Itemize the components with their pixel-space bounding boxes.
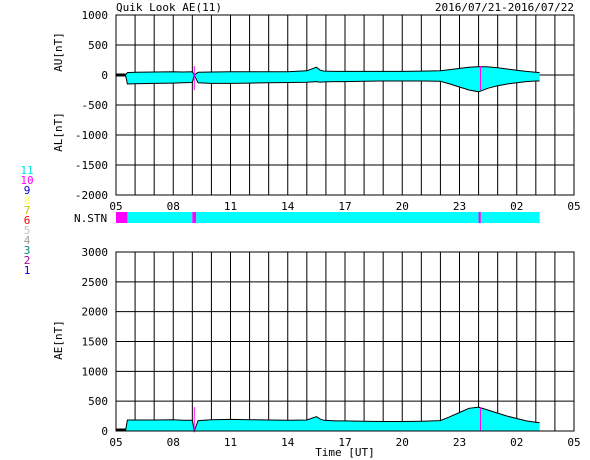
legend-station-number: 5 [24, 224, 31, 237]
y-tick-label: -1000 [75, 129, 108, 142]
station-count-segment [478, 212, 481, 223]
x-tick-label: 02 [510, 436, 523, 449]
y-tick-label: 1000 [82, 365, 109, 378]
y-tick-label: -1500 [75, 159, 108, 172]
station-count-bar: N.STN [74, 212, 540, 225]
panel-border [115, 14, 575, 196]
station-count-label: N.STN [74, 212, 107, 225]
legend-station-number: 3 [24, 244, 31, 257]
series-line-au [125, 66, 540, 76]
x-tick-label: 23 [453, 436, 466, 449]
y-axis-label-al: AL[nT] [52, 112, 65, 152]
x-tick-label: 05 [109, 200, 122, 213]
legend-station-number: 7 [24, 204, 31, 217]
station-count-segment [480, 212, 540, 223]
legend-station-number: 1 [24, 264, 31, 277]
legend-station-number: 2 [24, 254, 31, 267]
legend-station-number: 8 [24, 194, 31, 207]
x-tick-label: 17 [338, 200, 351, 213]
x-tick-label: 11 [224, 200, 237, 213]
station-count-segment [116, 212, 128, 223]
x-tick-label: 20 [396, 436, 409, 449]
y-tick-label: 3000 [82, 246, 109, 259]
x-tick-label: 14 [281, 200, 295, 213]
y-tick-label: 1000 [82, 9, 109, 22]
x-tick-label: 11 [224, 436, 237, 449]
au-al-fill-area [125, 66, 540, 92]
x-tick-label: 05 [567, 436, 580, 449]
x-tick-label: 23 [453, 200, 466, 213]
y-tick-label: -2000 [75, 189, 108, 202]
x-tick-label: 02 [510, 200, 523, 213]
x-tick-label: 17 [338, 436, 351, 449]
x-tick-label: 14 [281, 436, 295, 449]
station-count-segment [127, 212, 193, 223]
x-tick-label: 05 [109, 436, 122, 449]
y-axis-label-ae: AE[nT] [52, 320, 65, 360]
series-line-ae [125, 406, 540, 433]
legend-station-number: 10 [20, 174, 33, 187]
legend-station-number: 9 [24, 184, 31, 197]
y-tick-label: 0 [101, 425, 108, 438]
y-tick-label: 500 [88, 39, 108, 52]
panel-border [115, 251, 575, 432]
chart-title: Quik Look AE(11) [116, 1, 222, 14]
y-tick-label: 0 [101, 69, 108, 82]
x-axis-label: Time [UT] [315, 446, 375, 459]
station-count-segment [196, 212, 479, 223]
series-line-al [125, 73, 540, 93]
legend-station-number: 6 [24, 214, 31, 227]
ae-fill-area [125, 407, 540, 431]
date-range: 2016/07/21-2016/07/22 [435, 1, 574, 14]
y-tick-label: -500 [82, 99, 109, 112]
y-tick-label: 1500 [82, 336, 109, 349]
legend-station-number: 11 [20, 164, 33, 177]
y-tick-label: 500 [88, 395, 108, 408]
x-tick-label: 08 [167, 436, 180, 449]
station-count-segment [192, 212, 197, 223]
y-tick-label: 2500 [82, 276, 109, 289]
x-tick-label: 08 [167, 200, 180, 213]
legend-station-number: 4 [24, 234, 31, 247]
y-axis-label-au: AU[nT] [52, 32, 65, 72]
y-tick-label: 2000 [82, 306, 109, 319]
x-tick-label: 20 [396, 200, 409, 213]
x-tick-label: 05 [567, 200, 580, 213]
